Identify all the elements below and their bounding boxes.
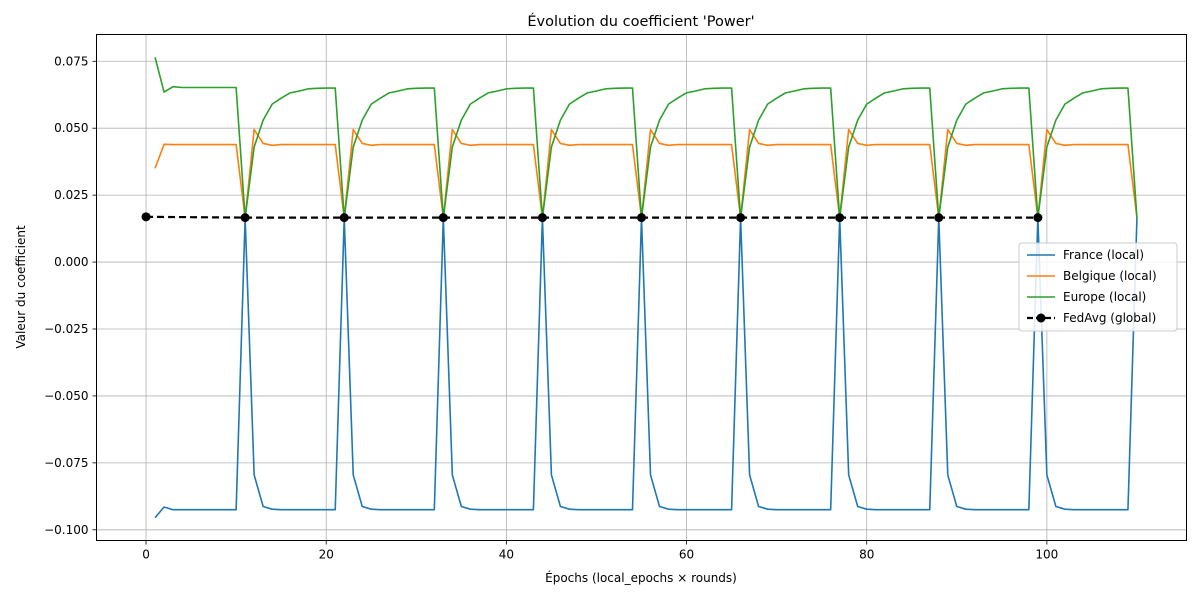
y-tick-label: −0.100 (44, 523, 88, 537)
fedavg-point (637, 213, 646, 223)
fedavg-point (438, 213, 448, 223)
y-tick-label: 0.075 (54, 54, 88, 68)
series-line-fedavg (146, 215, 1038, 219)
legend-label: FedAvg (global) (1063, 311, 1156, 325)
y-tick-label: 0.000 (54, 255, 88, 269)
x-axis-label: Épochs (local_epochs × rounds) (545, 570, 737, 585)
y-axis-label: Valeur du coefficient (14, 225, 28, 349)
fedavg-point (934, 213, 944, 223)
y-axis: −0.100 −0.075 −0.050 −0.025 0.000 0.025 0.050 0… (44, 54, 97, 537)
legend-label: Europe (local) (1063, 290, 1146, 304)
y-tick-label: −0.050 (44, 389, 88, 403)
series-line-france (154, 217, 1138, 519)
fedavg-point (339, 213, 349, 223)
fedavg-point (141, 212, 151, 222)
y-tick-label: −0.075 (44, 456, 88, 470)
chart-title: Évolution du coefficient 'Power' (527, 13, 754, 30)
legend-label: Belgique (local) (1063, 269, 1157, 283)
series-line-belgique (154, 128, 1138, 219)
x-tick-label: 60 (679, 548, 694, 562)
fedavg-point (240, 213, 250, 223)
series-layer (141, 57, 1138, 519)
fedavg-point (1033, 213, 1043, 223)
fedavg-point (537, 213, 547, 223)
fedavg-point (736, 213, 746, 223)
grid (96, 34, 1187, 541)
x-tick-label: 40 (499, 548, 514, 562)
legend-box (1018, 242, 1178, 332)
legend-label: France (local) (1063, 248, 1144, 262)
plot-frame (96, 34, 1187, 541)
legend-marker (1036, 313, 1046, 323)
x-axis: 0 20 40 60 80 100 (142, 540, 1058, 562)
series-line-europe (154, 57, 1138, 219)
y-tick-label: 0.050 (54, 121, 88, 135)
x-tick-label: 100 (1035, 548, 1058, 562)
fedavg-point (835, 213, 845, 223)
y-tick-label: 0.025 (54, 188, 88, 202)
x-tick-label: 80 (859, 548, 874, 562)
legend: France (local) Belgique (local) Europe (lo… (1018, 242, 1178, 332)
y-tick-label: −0.025 (44, 322, 88, 336)
plot-area (141, 57, 1138, 519)
x-tick-label: 20 (319, 548, 334, 562)
x-tick-label: 0 (142, 548, 150, 562)
